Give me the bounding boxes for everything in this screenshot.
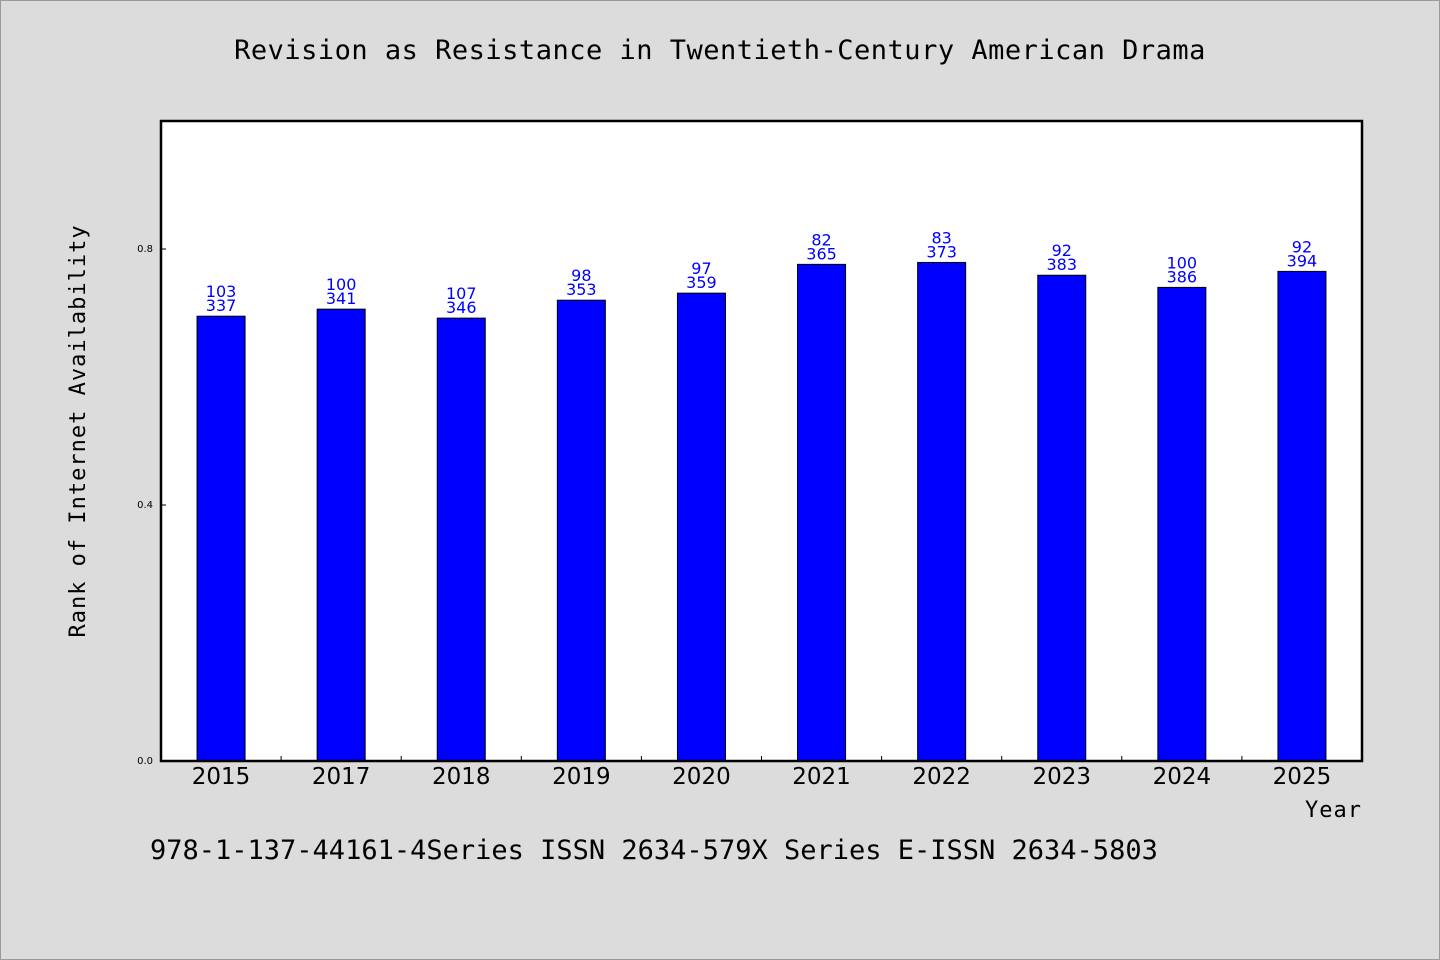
bar-label-bottom: 386 — [1167, 267, 1198, 286]
bar-label-top: 107 — [446, 284, 477, 303]
bar-2023 — [1037, 274, 1087, 762]
bar-label-top: 100 — [1167, 253, 1198, 272]
bar-2017 — [316, 308, 366, 762]
x-tick-label: 2024 — [1153, 764, 1212, 790]
x-tick-label: 2018 — [432, 764, 491, 790]
bar-label-top: 100 — [326, 275, 357, 294]
bar-label-top: 92 — [1052, 241, 1072, 260]
x-tick-label: 2022 — [912, 764, 971, 790]
bar-label-top: 97 — [691, 259, 711, 278]
bar-2019 — [556, 299, 606, 762]
bar-label-bottom: 373 — [926, 242, 957, 261]
bar-2024 — [1157, 286, 1207, 762]
bar-label-bottom: 383 — [1046, 255, 1077, 274]
y-tick-label: 0.8 — [137, 244, 153, 255]
chart-title: Revision as Resistance in Twentieth-Cent… — [234, 35, 1206, 66]
bar-label-bottom: 365 — [806, 244, 837, 263]
x-tick-label: 2019 — [552, 764, 611, 790]
x-axis-title: Year — [1305, 798, 1362, 823]
bar-label-top: 92 — [1292, 237, 1312, 256]
bar-label-bottom: 353 — [566, 280, 597, 299]
bar-label-bottom: 346 — [446, 298, 477, 317]
x-tick-label: 2017 — [312, 764, 371, 790]
bar-2020 — [676, 292, 726, 762]
bar-2021 — [797, 263, 847, 762]
bar-label-bottom: 337 — [206, 296, 237, 315]
bar-label-top: 103 — [206, 282, 237, 301]
y-axis-title: Rank of Internet Availability — [66, 224, 91, 637]
bar-label-bottom: 341 — [326, 289, 357, 308]
x-tick-label: 2023 — [1032, 764, 1091, 790]
y-tick-label: 0.0 — [137, 756, 153, 767]
x-tick-label: 2025 — [1273, 764, 1332, 790]
footer-isbn-text: 978-1-137-44161-4Series ISSN 2634-579X S… — [150, 835, 1158, 866]
bar-label-top: 98 — [571, 266, 591, 285]
x-tick-label: 2021 — [792, 764, 851, 790]
x-tick-label: 2015 — [192, 764, 251, 790]
plot-frame — [159, 119, 1364, 763]
bar-2025 — [1277, 270, 1327, 762]
bar-label-top: 83 — [931, 228, 951, 247]
bar-label-bottom: 359 — [686, 273, 717, 292]
bar-2018 — [436, 317, 486, 762]
bar-label-top: 82 — [811, 230, 831, 249]
bar-2015 — [196, 315, 246, 762]
x-tick-label: 2020 — [672, 764, 731, 790]
bar-2022 — [917, 261, 967, 762]
bar-label-bottom: 394 — [1287, 251, 1318, 270]
y-tick-label: 0.4 — [137, 500, 153, 511]
